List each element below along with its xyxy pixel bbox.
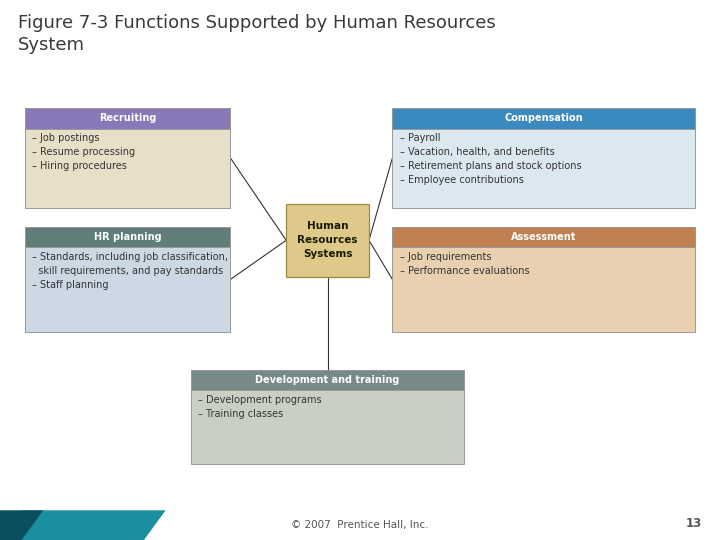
Text: – Payroll
– Vacation, health, and benefits
– Retirement plans and stock options
: – Payroll – Vacation, health, and benefi…	[400, 133, 581, 185]
FancyBboxPatch shape	[25, 108, 230, 208]
FancyBboxPatch shape	[287, 204, 369, 276]
FancyBboxPatch shape	[392, 227, 695, 332]
Text: © 2007  Prentice Hall, Inc.: © 2007 Prentice Hall, Inc.	[292, 520, 428, 530]
FancyBboxPatch shape	[25, 108, 230, 129]
Polygon shape	[0, 510, 166, 540]
FancyBboxPatch shape	[191, 370, 464, 390]
Polygon shape	[0, 510, 43, 540]
Text: Compensation: Compensation	[504, 113, 583, 123]
Text: 13: 13	[685, 517, 702, 530]
Text: – Job postings
– Resume processing
– Hiring procedures: – Job postings – Resume processing – Hir…	[32, 133, 135, 171]
Text: – Development programs
– Training classes: – Development programs – Training classe…	[198, 395, 322, 418]
Text: Development and training: Development and training	[256, 375, 400, 385]
FancyBboxPatch shape	[392, 108, 695, 208]
FancyBboxPatch shape	[25, 227, 230, 247]
Text: Human
Resources
Systems: Human Resources Systems	[297, 221, 358, 259]
FancyBboxPatch shape	[392, 227, 695, 247]
FancyBboxPatch shape	[25, 227, 230, 332]
FancyBboxPatch shape	[392, 108, 695, 129]
Text: HR planning: HR planning	[94, 232, 161, 242]
Text: – Standards, including job classification,
  skill requirements, and pay standar: – Standards, including job classificatio…	[32, 252, 228, 289]
Text: Assessment: Assessment	[511, 232, 576, 242]
Text: Recruiting: Recruiting	[99, 113, 156, 123]
Text: Figure 7-3 Functions Supported by Human Resources
System: Figure 7-3 Functions Supported by Human …	[18, 14, 496, 53]
Text: – Job requirements
– Performance evaluations: – Job requirements – Performance evaluat…	[400, 252, 529, 275]
FancyBboxPatch shape	[191, 370, 464, 464]
